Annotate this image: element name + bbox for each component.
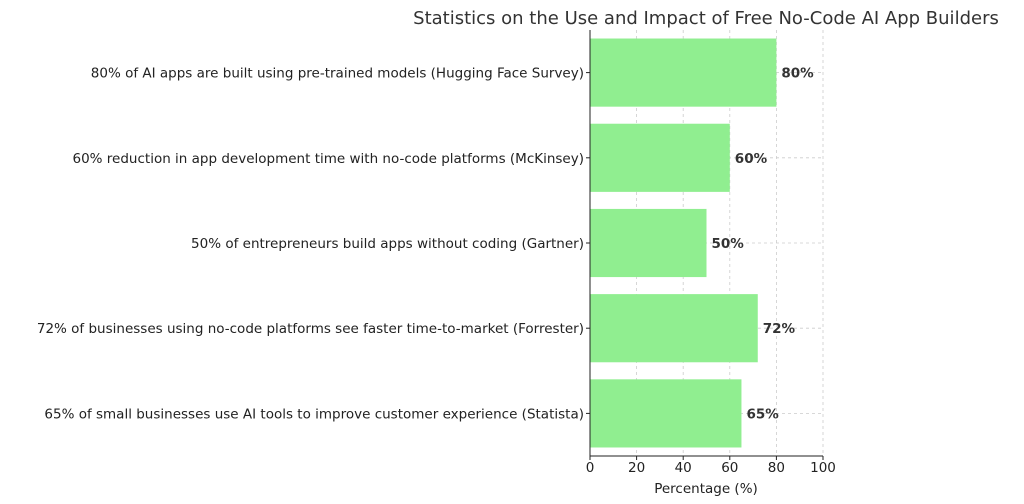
x-tick-label-5: 100 <box>810 460 836 476</box>
data-labels: 65% 72% 50% 60% 80% <box>712 66 815 423</box>
x-tick-label-3: 60 <box>721 460 738 476</box>
x-tick-label-0: 0 <box>586 460 595 476</box>
x-axis-label: Percentage (%) <box>654 481 758 497</box>
bar-4 <box>590 38 777 107</box>
category-label-3: 60% reduction in app development time wi… <box>73 151 585 167</box>
bar-1 <box>590 294 758 363</box>
x-tick-label-1: 20 <box>628 460 645 476</box>
category-labels: 65% of small businesses use AI tools to … <box>37 66 584 423</box>
data-label-3: 60% <box>735 151 768 167</box>
bar-3 <box>590 123 730 192</box>
data-label-2: 50% <box>712 236 745 252</box>
data-label-4: 80% <box>781 66 814 82</box>
x-tick-label-4: 80 <box>768 460 785 476</box>
category-label-1: 72% of businesses using no-code platform… <box>37 321 584 337</box>
category-label-4: 80% of AI apps are built using pre-train… <box>91 66 584 82</box>
bar-2 <box>590 208 707 278</box>
bars <box>590 38 777 448</box>
category-label-2: 50% of entrepreneurs build apps without … <box>191 236 584 252</box>
bar-0 <box>590 379 742 448</box>
x-axis: 0 20 40 60 80 100 <box>586 30 836 476</box>
data-label-0: 65% <box>746 406 779 422</box>
data-label-1: 72% <box>763 321 796 337</box>
x-tick-label-2: 40 <box>675 460 692 476</box>
chart-title: Statistics on the Use and Impact of Free… <box>413 8 999 29</box>
category-label-0: 65% of small businesses use AI tools to … <box>44 406 584 422</box>
